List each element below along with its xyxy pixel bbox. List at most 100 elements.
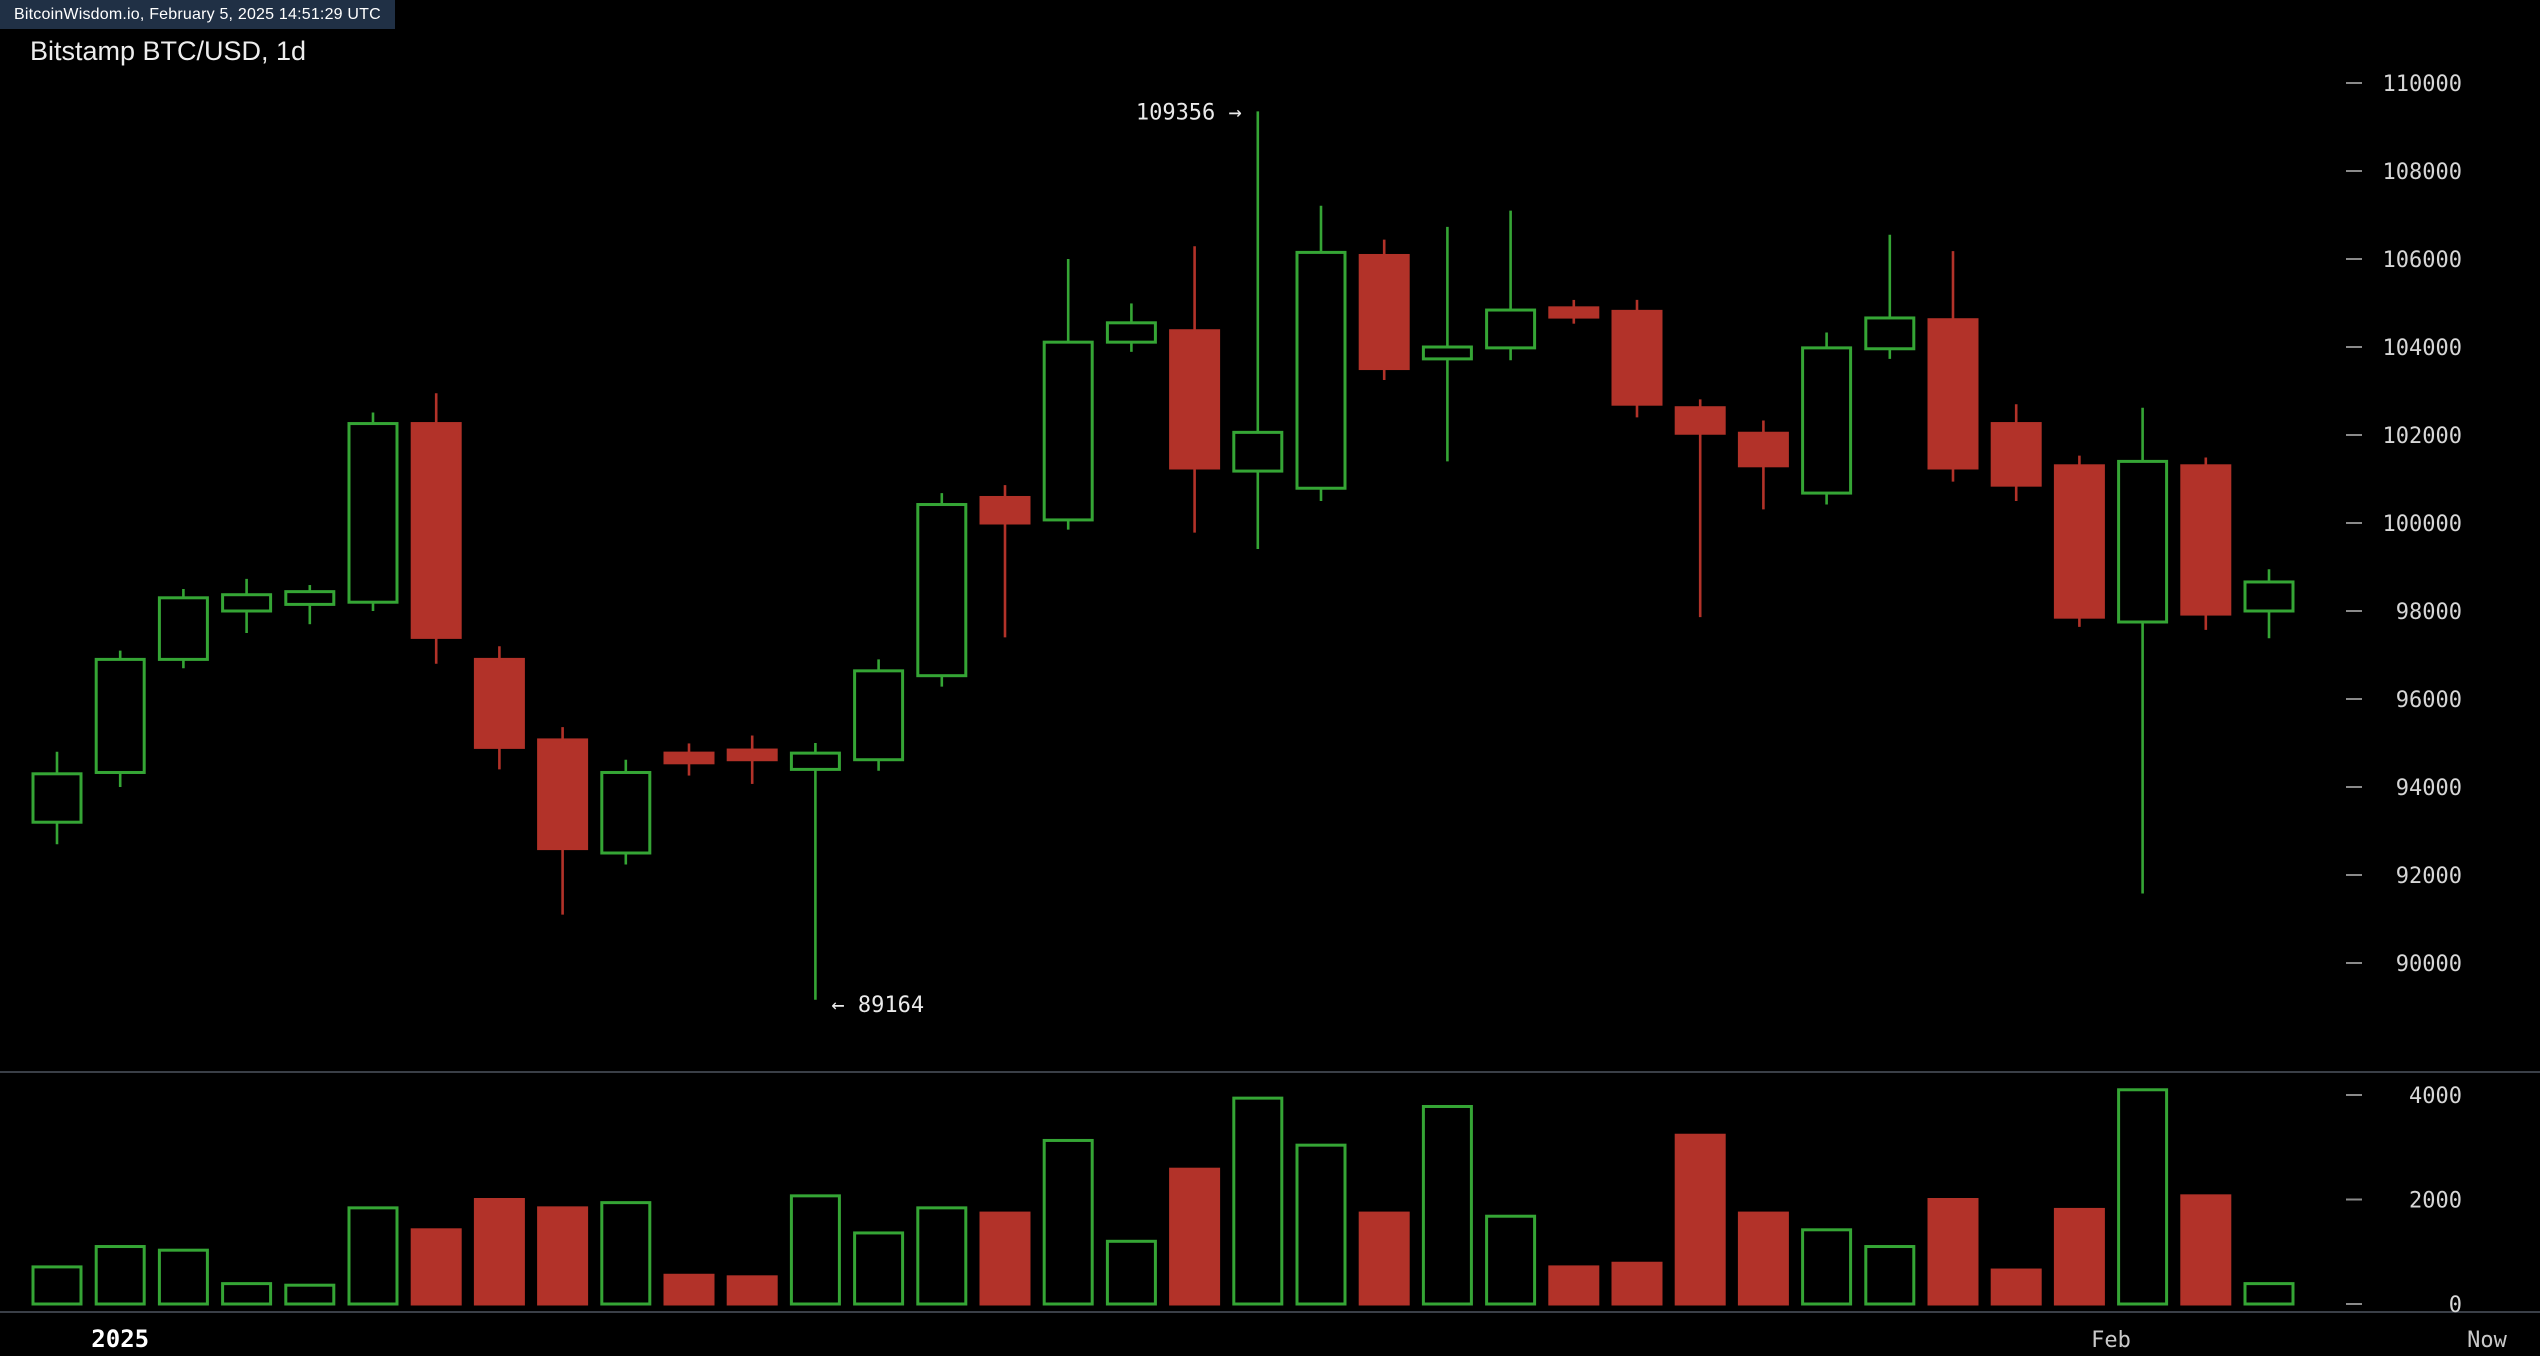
candle[interactable] bbox=[1295, 205, 1347, 501]
candle[interactable] bbox=[1232, 111, 1284, 549]
candle[interactable] bbox=[2243, 569, 2295, 639]
candle[interactable] bbox=[2180, 457, 2232, 630]
candle-body bbox=[537, 738, 589, 851]
volume-bar[interactable] bbox=[347, 1206, 399, 1306]
volume-bar[interactable] bbox=[1990, 1268, 2042, 1306]
candle[interactable] bbox=[1169, 246, 1221, 533]
candle[interactable] bbox=[284, 585, 336, 625]
volume-tick-label: 4000 bbox=[2409, 1084, 2462, 1109]
candle-body bbox=[221, 593, 273, 613]
candle-body bbox=[2243, 580, 2295, 613]
volume-bar[interactable] bbox=[284, 1283, 336, 1306]
volume-bar[interactable] bbox=[1864, 1245, 1916, 1306]
price-tick-label: 110000 bbox=[2383, 72, 2462, 97]
volume-bar[interactable] bbox=[663, 1273, 715, 1306]
candle[interactable] bbox=[1358, 239, 1410, 380]
volume-bar[interactable] bbox=[1548, 1265, 1600, 1306]
candle-body bbox=[1990, 422, 2042, 487]
candle-body bbox=[1485, 308, 1537, 350]
candle[interactable] bbox=[31, 751, 83, 845]
volume-bar[interactable] bbox=[2053, 1207, 2105, 1306]
candle[interactable] bbox=[1548, 299, 1600, 324]
candle[interactable] bbox=[94, 650, 146, 787]
volume-bar[interactable] bbox=[157, 1248, 209, 1306]
candle-body bbox=[979, 495, 1031, 525]
volume-bar[interactable] bbox=[410, 1228, 462, 1306]
candle[interactable] bbox=[853, 659, 905, 771]
volume-bar[interactable] bbox=[2243, 1282, 2295, 1306]
candle-body bbox=[94, 657, 146, 774]
candle[interactable] bbox=[663, 743, 715, 776]
volume-bar[interactable] bbox=[2117, 1088, 2169, 1306]
candle[interactable] bbox=[1864, 234, 1916, 359]
volume-bar[interactable] bbox=[31, 1265, 83, 1306]
candle-body bbox=[726, 748, 778, 762]
volume-bar[interactable] bbox=[1042, 1138, 1094, 1306]
volume-bar[interactable] bbox=[537, 1206, 589, 1306]
volume-bar[interactable] bbox=[600, 1201, 652, 1306]
candle[interactable] bbox=[1927, 251, 1979, 482]
candle-body bbox=[1674, 406, 1726, 435]
price-tick-label: 108000 bbox=[2383, 160, 2462, 185]
candle-body bbox=[1105, 321, 1157, 344]
candle[interactable] bbox=[979, 485, 1031, 638]
candle[interactable] bbox=[1611, 299, 1663, 418]
volume-bar[interactable] bbox=[2180, 1194, 2232, 1306]
volume-bar[interactable] bbox=[1358, 1211, 1410, 1306]
volume-bar[interactable] bbox=[1105, 1239, 1157, 1306]
candle-body bbox=[1927, 318, 1979, 470]
candle-body bbox=[157, 596, 209, 661]
price-tick-label: 92000 bbox=[2396, 864, 2462, 889]
candle[interactable] bbox=[1485, 210, 1537, 361]
candle[interactable] bbox=[1105, 303, 1157, 352]
volume-bar[interactable] bbox=[1421, 1104, 1473, 1306]
candle[interactable] bbox=[1801, 332, 1853, 505]
volume-bar[interactable] bbox=[473, 1198, 525, 1306]
volume-bar[interactable] bbox=[1232, 1096, 1284, 1306]
candle-body bbox=[284, 590, 336, 606]
candle[interactable] bbox=[916, 493, 968, 687]
volume-bar[interactable] bbox=[1611, 1261, 1663, 1306]
candle[interactable] bbox=[410, 393, 462, 664]
candle[interactable] bbox=[600, 759, 652, 865]
candle[interactable] bbox=[1990, 404, 2042, 501]
candle[interactable] bbox=[2117, 407, 2169, 894]
candle[interactable] bbox=[347, 412, 399, 611]
volume-bar[interactable] bbox=[1674, 1133, 1726, 1306]
candle[interactable] bbox=[1737, 420, 1789, 510]
candle[interactable] bbox=[157, 589, 209, 669]
candle-body bbox=[410, 422, 462, 639]
volume-bar[interactable] bbox=[1927, 1198, 1979, 1306]
candle[interactable] bbox=[2053, 455, 2105, 627]
candle[interactable] bbox=[789, 743, 841, 1000]
volume-bar[interactable] bbox=[979, 1211, 1031, 1306]
volume-bar[interactable] bbox=[853, 1231, 905, 1306]
volume-bar[interactable] bbox=[1169, 1167, 1221, 1306]
candle[interactable] bbox=[1421, 226, 1473, 462]
volume-bar[interactable] bbox=[221, 1282, 273, 1306]
candle[interactable] bbox=[1674, 399, 1726, 618]
volume-bar[interactable] bbox=[916, 1206, 968, 1306]
candle[interactable] bbox=[1042, 259, 1094, 530]
candle-body bbox=[1169, 329, 1221, 470]
candle[interactable] bbox=[726, 735, 778, 784]
price-tick-label: 96000 bbox=[2396, 688, 2462, 713]
candle-body bbox=[1737, 431, 1789, 468]
volume-bar[interactable] bbox=[726, 1275, 778, 1306]
candle[interactable] bbox=[473, 646, 525, 770]
candle[interactable] bbox=[221, 578, 273, 633]
chart-title: Bitstamp BTC/USD, 1d bbox=[30, 36, 307, 66]
x-axis-label: 2025 bbox=[91, 1325, 149, 1353]
volume-bar[interactable] bbox=[1737, 1211, 1789, 1306]
volume-bar[interactable] bbox=[1801, 1228, 1853, 1306]
price-tick-label: 100000 bbox=[2383, 512, 2462, 537]
volume-bar[interactable] bbox=[789, 1194, 841, 1306]
candle-body bbox=[31, 772, 83, 824]
candle-body bbox=[1421, 345, 1473, 361]
volume-bar[interactable] bbox=[1485, 1214, 1537, 1306]
candle[interactable] bbox=[537, 727, 589, 915]
volume-bar[interactable] bbox=[1295, 1143, 1347, 1306]
volume-bar[interactable] bbox=[94, 1245, 146, 1306]
